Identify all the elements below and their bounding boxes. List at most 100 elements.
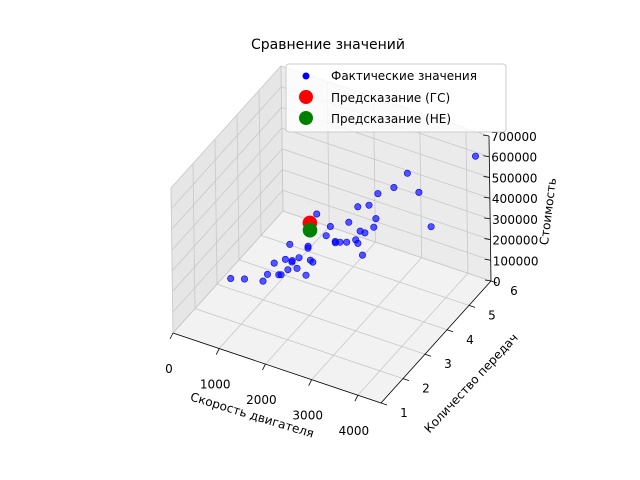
data-point-actual — [227, 274, 235, 282]
grid-line-z — [282, 210, 492, 282]
grid-line-y — [280, 65, 284, 212]
data-point-actual — [354, 239, 362, 247]
legend-marker-pred-ne — [299, 111, 313, 125]
grid-line-z — [281, 127, 490, 199]
data-point-actual — [263, 270, 271, 278]
tick-label-z: 100000 — [493, 254, 539, 268]
data-point-actual — [326, 223, 334, 231]
grid-line-z — [171, 148, 283, 272]
grid-line-y — [194, 308, 404, 379]
tick-mark-y — [380, 402, 388, 406]
x-axis-line — [172, 332, 382, 404]
data-point-actual — [309, 258, 317, 266]
tick-label-x: 1000 — [200, 378, 231, 392]
data-point-actual — [286, 240, 294, 248]
grid-line-x — [419, 112, 423, 258]
data-point-actual — [322, 232, 330, 240]
tick-label-x: 4000 — [339, 424, 370, 438]
grid-line-y — [214, 139, 218, 285]
grid-line-x — [465, 128, 469, 274]
tick-label-y: 4 — [466, 333, 474, 347]
tick-mark-x — [308, 379, 313, 386]
tick-label-z: 700000 — [491, 130, 537, 144]
tick-marks — [169, 134, 498, 406]
data-point-actual — [295, 254, 303, 262]
data-point-actual — [415, 188, 423, 196]
data-point-actual — [343, 238, 351, 246]
data-point-actual — [275, 271, 283, 279]
tick-label-x: 2000 — [246, 393, 277, 407]
data-point-actual — [374, 190, 382, 198]
tick-mark-y — [490, 280, 498, 284]
tick-label-y: 2 — [422, 382, 430, 396]
data-point-actual — [427, 223, 435, 231]
tick-mark-z — [483, 196, 490, 199]
tick-label-z: 200000 — [492, 234, 538, 248]
tick-label-z: 400000 — [492, 192, 538, 206]
data-point-actual — [354, 203, 362, 211]
z-axis-label: Стоимость — [537, 177, 559, 246]
tick-mark-z — [483, 176, 490, 178]
data-point-actual — [358, 251, 366, 259]
tick-mark-z — [484, 258, 491, 261]
data-points — [227, 152, 479, 285]
grid-line-z — [282, 148, 491, 220]
legend-label-pred-ne: Предсказание (НЕ) — [331, 112, 451, 126]
grid-line-y — [170, 187, 174, 334]
grid-line-y — [216, 283, 426, 355]
data-point-actual — [288, 258, 296, 266]
chart-title: Сравнение значений — [251, 37, 405, 53]
data-point-actual — [313, 210, 321, 218]
grid-line-x — [357, 272, 469, 396]
y-axis-line — [380, 280, 492, 404]
grid-line-z — [172, 190, 284, 313]
legend-frame — [285, 63, 507, 133]
data-point-actual — [302, 271, 310, 279]
data-point-actual — [356, 227, 364, 235]
axis-lines — [172, 135, 492, 404]
data-point-actual — [259, 277, 267, 285]
grid-line-z — [282, 169, 491, 240]
legend-label-pred-gs: Предсказание (ГС) — [331, 91, 450, 105]
tick-mark-x — [169, 332, 174, 340]
grid-line-y — [260, 235, 470, 306]
data-point-actual — [372, 215, 380, 223]
legend-label-actual: Фактические значения — [331, 69, 477, 83]
z-axis-line — [488, 135, 492, 282]
grid-line-z — [170, 65, 282, 189]
tick-label-z: 300000 — [492, 213, 538, 227]
tick-label-z: 0 — [493, 275, 501, 289]
tick-label-y: 5 — [488, 308, 496, 322]
grid-line-z — [172, 210, 284, 334]
grid-line-y — [258, 90, 262, 236]
tick-label-x: 0 — [165, 362, 173, 376]
grid-line-x — [311, 257, 422, 380]
tick-mark-z — [484, 279, 492, 282]
tick-mark-z — [484, 217, 491, 220]
legend-marker-actual — [302, 72, 310, 80]
tick-label-z: 500000 — [492, 171, 538, 185]
data-point-actual — [370, 223, 378, 231]
tick-mark-x — [354, 395, 359, 402]
data-point-actual — [331, 239, 339, 247]
data-point-actual — [471, 152, 479, 160]
grid-line-z — [170, 86, 282, 209]
data-point-actual — [241, 275, 249, 283]
grid-line-z — [172, 169, 283, 292]
tick-mark-y — [446, 329, 454, 333]
data-point-pred-ne — [302, 222, 318, 238]
tick-mark-z — [482, 134, 490, 137]
tick-label-z: 600000 — [491, 151, 537, 165]
tick-mark-z — [483, 155, 490, 158]
grid-line-y — [238, 259, 448, 331]
data-point-actual — [345, 218, 353, 226]
tick-mark-y — [468, 305, 476, 308]
tick-labels: 0100020003000400012345601000002000003000… — [165, 130, 538, 438]
grid-line-y — [192, 163, 196, 309]
grid-line-z — [171, 127, 283, 251]
legend-marker-pred-gs — [299, 90, 313, 104]
tick-label-y: 3 — [444, 357, 452, 371]
grid-line-z — [282, 189, 491, 261]
tick-mark-y — [424, 353, 432, 357]
